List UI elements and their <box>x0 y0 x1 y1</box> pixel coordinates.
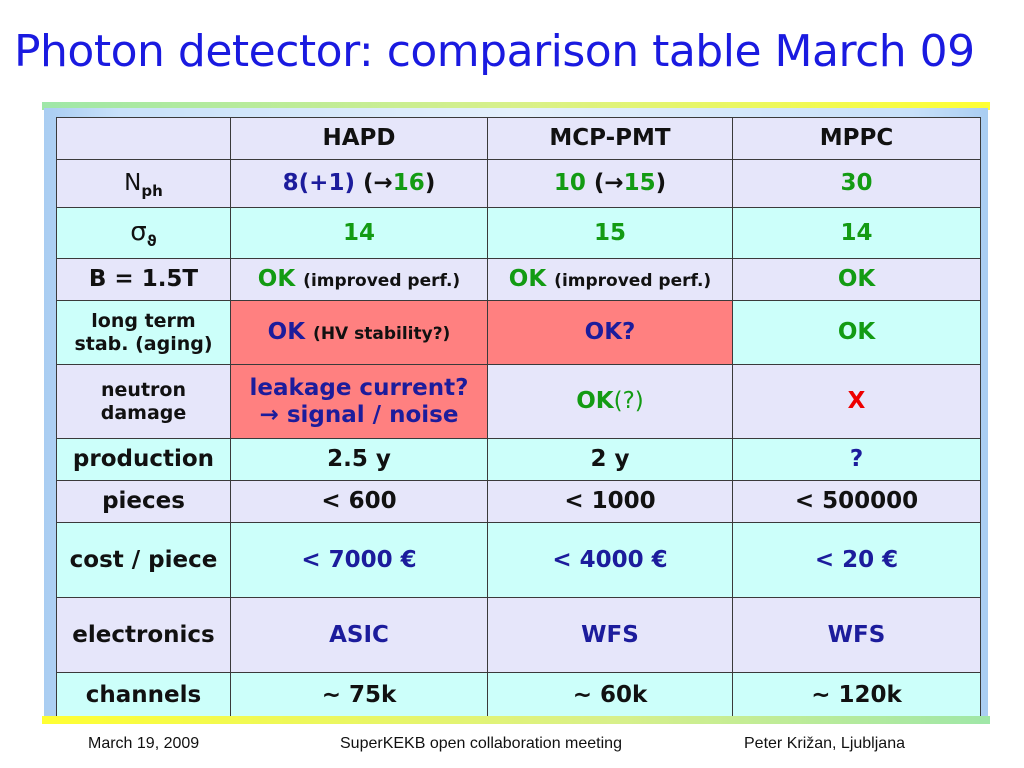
bottom-gradient-bar <box>42 716 990 724</box>
cell-b-hapd: OK (improved perf.) <box>230 258 488 301</box>
row-long-term: long term stab. (aging) OK (HV stability… <box>56 300 981 365</box>
row-nph: Nph 8(+1) (→16) 10 (→15) 30 <box>56 159 981 208</box>
row-cost: cost / piece < 7000 € < 4000 € < 20 € <box>56 522 981 598</box>
row-b-field: B = 1.5T OK (improved perf.) OK (improve… <box>56 258 981 301</box>
b-hapd-note: (improved perf.) <box>303 271 461 292</box>
header-row: HAPD MCP-PMT MPPC <box>56 117 981 160</box>
header-mppc: MPPC <box>732 117 981 160</box>
nph-hapd-upgrade: 16 <box>392 170 425 197</box>
cell-cost-hapd: < 7000 € <box>230 522 488 598</box>
sigma-main: σ <box>130 217 147 248</box>
cell-electronics-mcp: WFS <box>487 597 733 673</box>
cell-sigma-mcp: 15 <box>487 207 733 259</box>
row-label-electronics: electronics <box>56 597 231 673</box>
nph-hapd-close: ) <box>424 170 436 197</box>
cell-nph-hapd: 8(+1) (→16) <box>230 159 488 208</box>
row-sigma: σϑ 14 15 14 <box>56 207 981 259</box>
cell-electronics-mppc: WFS <box>732 597 981 673</box>
comparison-table: HAPD MCP-PMT MPPC Nph 8(+1) (→16) 10 (→1… <box>56 117 981 718</box>
cell-pieces-hapd: < 600 <box>230 480 488 523</box>
cell-pieces-mcp: < 1000 <box>487 480 733 523</box>
long-term-label-line2: stab. (aging) <box>74 332 213 355</box>
sigma-sub: ϑ <box>146 232 157 251</box>
cell-channels-mcp: ~ 60k <box>487 672 733 718</box>
row-label-cost: cost / piece <box>56 522 231 598</box>
cell-nph-mcp: 10 (→15) <box>487 159 733 208</box>
b-mcp-ok: OK <box>508 266 547 293</box>
row-label-neutron: neutron damage <box>56 364 231 439</box>
header-mcp-pmt: MCP-PMT <box>487 117 733 160</box>
cell-long-term-mcp: OK? <box>487 300 733 365</box>
row-label-pieces: pieces <box>56 480 231 523</box>
footer-author: Peter Križan, Ljubljana <box>744 735 905 752</box>
cell-b-mcp: OK (improved perf.) <box>487 258 733 301</box>
long-term-hapd-note: (HV stability?) <box>313 324 451 345</box>
long-term-label-line1: long term <box>91 309 196 332</box>
cell-cost-mppc: < 20 € <box>732 522 981 598</box>
row-pieces: pieces < 600 < 1000 < 500000 <box>56 480 981 523</box>
row-electronics: electronics ASIC WFS WFS <box>56 597 981 673</box>
header-corner-cell <box>56 117 231 160</box>
neutron-mcp-question: (?) <box>613 388 644 415</box>
b-hapd-ok: OK <box>257 266 296 293</box>
cell-sigma-mppc: 14 <box>732 207 981 259</box>
cell-sigma-hapd: 14 <box>230 207 488 259</box>
cell-long-term-mppc: OK <box>732 300 981 365</box>
row-label-b-field: B = 1.5T <box>56 258 231 301</box>
cell-nph-mppc: 30 <box>732 159 981 208</box>
nph-mcp-upgrade: 15 <box>623 170 656 197</box>
cell-neutron-mcp: OK(?) <box>487 364 733 439</box>
slide-title: Photon detector: comparison table March … <box>14 26 975 77</box>
neutron-hapd-line1: leakage current? <box>249 375 469 402</box>
row-label-sigma: σϑ <box>56 207 231 259</box>
cell-production-hapd: 2.5 y <box>230 438 488 481</box>
row-neutron: neutron damage leakage current? → signal… <box>56 364 981 439</box>
cell-channels-mppc: ~ 120k <box>732 672 981 718</box>
neutron-label-line1: neutron <box>101 378 186 401</box>
top-gradient-bar <box>42 102 990 110</box>
cell-electronics-hapd: ASIC <box>230 597 488 673</box>
nph-mcp-open: (→ <box>593 170 624 197</box>
b-mcp-note: (improved perf.) <box>554 271 712 292</box>
row-label-nph: Nph <box>56 159 231 208</box>
nph-mcp-value: 10 <box>553 170 586 197</box>
long-term-hapd-ok: OK <box>267 319 306 346</box>
cell-channels-hapd: ~ 75k <box>230 672 488 718</box>
row-production: production 2.5 y 2 y ? <box>56 438 981 481</box>
row-channels: channels ~ 75k ~ 60k ~ 120k <box>56 672 981 718</box>
cell-neutron-hapd: leakage current? → signal / noise <box>230 364 488 439</box>
cell-neutron-mppc: X <box>732 364 981 439</box>
footer-date: March 19, 2009 <box>88 735 200 752</box>
footer-event: SuperKEKB open collaboration meeting <box>340 735 622 752</box>
nph-sub: ph <box>141 182 163 201</box>
cell-production-mppc: ? <box>732 438 981 481</box>
neutron-label-line2: damage <box>100 401 187 424</box>
row-label-channels: channels <box>56 672 231 718</box>
header-hapd: HAPD <box>230 117 488 160</box>
cell-cost-mcp: < 4000 € <box>487 522 733 598</box>
cell-b-mppc: OK <box>732 258 981 301</box>
nph-mcp-close: ) <box>655 170 667 197</box>
neutron-mcp-ok: OK <box>576 388 614 415</box>
row-label-long-term: long term stab. (aging) <box>56 300 231 365</box>
neutron-hapd-line2: → signal / noise <box>259 401 459 428</box>
cell-long-term-hapd: OK (HV stability?) <box>230 300 488 365</box>
nph-hapd-open: (→ <box>363 170 393 197</box>
nph-main: N <box>124 170 142 197</box>
row-label-production: production <box>56 438 231 481</box>
cell-production-mcp: 2 y <box>487 438 733 481</box>
nph-hapd-value: 8(+1) <box>282 170 355 197</box>
cell-pieces-mppc: < 500000 <box>732 480 981 523</box>
